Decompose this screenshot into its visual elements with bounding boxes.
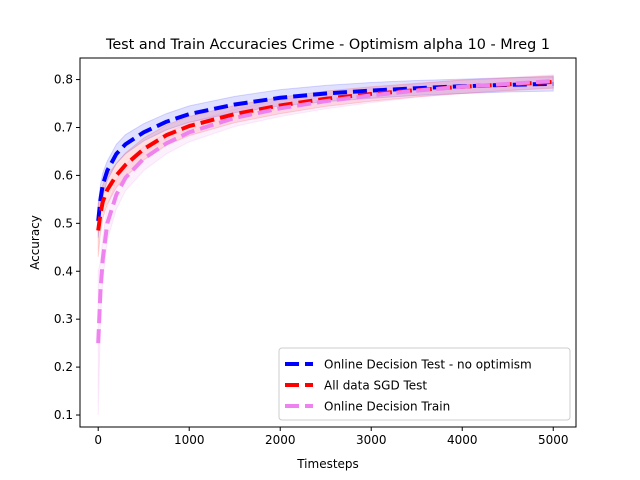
chart-title: Test and Train Accuracies Crime - Optimi… (105, 37, 550, 53)
y-tick-label: 0.7 (54, 120, 73, 134)
x-axis-label: Timesteps (296, 457, 359, 471)
x-tick-label: 4000 (447, 433, 478, 447)
x-tick-label: 2000 (265, 433, 296, 447)
legend-label-series-2: All data SGD Test (324, 379, 427, 393)
x-tick-label: 5000 (538, 433, 569, 447)
legend-label-series-1: Online Decision Test - no optimism (324, 358, 532, 372)
y-tick-label: 0.3 (54, 312, 73, 326)
y-tick-label: 0.1 (54, 408, 73, 422)
series-line-1 (96, 81, 554, 222)
x-tick-label: 0 (94, 433, 102, 447)
series-line-2 (96, 79, 554, 231)
legend: Online Decision Test - no optimism All da… (278, 347, 571, 421)
confidence-band-series-1 (97, 76, 554, 238)
x-axis: 0 1000 2000 3000 4000 5000 (94, 427, 569, 447)
y-axis-label: Accuracy (28, 215, 42, 270)
y-tick-label: 0.2 (54, 360, 73, 374)
x-tick-label: 3000 (356, 433, 387, 447)
series-lines (96, 79, 554, 344)
legend-entries: Online Decision Test - no optimism All da… (285, 358, 532, 414)
y-axis: 0.1 0.2 0.3 0.4 0.5 0.6 0.7 0.8 (54, 73, 80, 422)
y-tick-label: 0.4 (54, 264, 73, 278)
y-tick-label: 0.6 (54, 168, 73, 182)
plot-frame (79, 57, 577, 428)
series-line-3 (96, 79, 554, 344)
y-tick-label: 0.5 (54, 216, 73, 230)
y-tick-label: 0.8 (54, 73, 73, 87)
legend-label-series-3: Online Decision Train (324, 400, 450, 414)
legend-box (278, 347, 571, 421)
x-tick-label: 1000 (174, 433, 205, 447)
